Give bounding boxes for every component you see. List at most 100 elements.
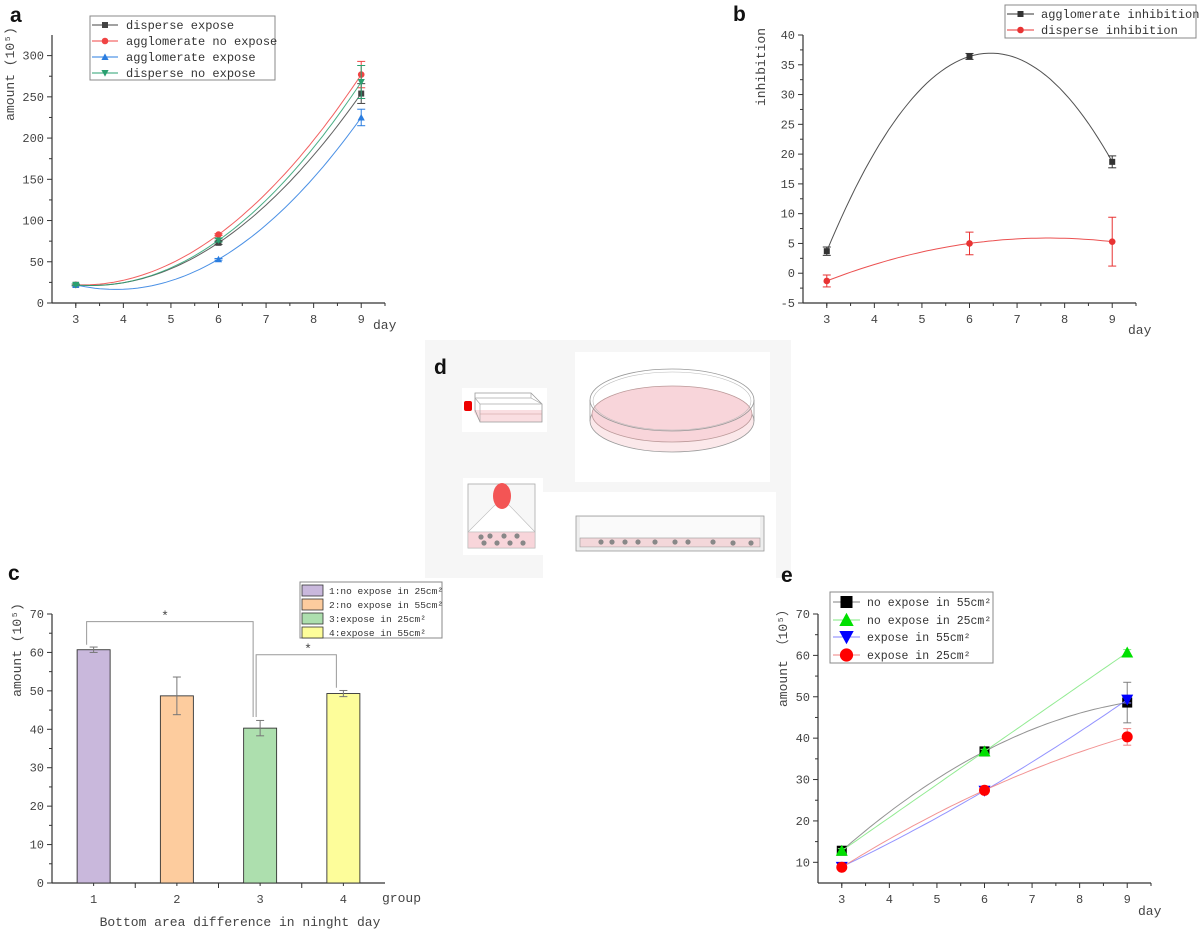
x-tick-label: 4 [340, 893, 347, 907]
legend-marker [1017, 11, 1024, 17]
cell-clusters-icon [598, 539, 754, 546]
data-point [1121, 731, 1133, 743]
x-tick-label: 6 [981, 893, 988, 907]
y-tick-label: 150 [22, 173, 44, 187]
legend-box [299, 581, 443, 639]
series-line [75, 81, 362, 286]
data-point [823, 248, 830, 255]
y-tick-label: 50 [30, 685, 44, 699]
legend: agglomerate inhibition disperse inhibitio… [1004, 4, 1199, 39]
legend-label: 1:no expose in 25cm² [329, 586, 443, 597]
x-tick-label: 6 [215, 313, 222, 327]
x-tick-label: 3 [838, 893, 845, 907]
legend-label: 2:no expose in 55cm² [329, 600, 443, 611]
x-tick-label: 7 [262, 313, 269, 327]
dish-cross-section-icon [575, 515, 765, 552]
legend-marker [101, 70, 109, 77]
y-tick-label: 60 [30, 646, 44, 660]
legend-label: no expose in 25cm² [867, 615, 991, 628]
y-tick-label: 50 [796, 691, 810, 705]
legend-marker [101, 37, 109, 45]
y-tick-label: 0 [788, 267, 795, 281]
legend-swatch [301, 584, 324, 597]
y-tick-label: 0 [37, 297, 44, 311]
chart-caption: Bottom area difference in ninght day [100, 915, 381, 930]
legend-marker [840, 596, 853, 608]
panel-label-d: d [434, 356, 447, 379]
data-point [978, 745, 991, 757]
x-tick-label: 8 [1061, 313, 1068, 327]
flask-cross-section-icon [467, 483, 536, 549]
panel-label-a: a [10, 4, 22, 27]
significance-bracket [86, 621, 254, 717]
legend-label: disperse expose [126, 19, 234, 33]
x-tick-label: 5 [167, 313, 174, 327]
series-line [841, 702, 1128, 852]
x-tick-label: 5 [918, 313, 925, 327]
y-tick-label: 70 [30, 608, 44, 622]
y-tick-label: 50 [30, 256, 44, 270]
legend-swatch [301, 612, 324, 625]
legend-label: disperse inhibition [1041, 24, 1178, 38]
legend: 1:no expose in 25cm² 2:no expose in 55cm²… [299, 581, 443, 639]
y-tick-label: -5 [781, 297, 795, 311]
y-tick-label: 200 [22, 132, 44, 146]
data-point [214, 237, 223, 244]
data-point [1109, 158, 1116, 165]
legend: disperse expose agglomerate no expose aggl… [89, 15, 277, 81]
legend-label: agglomerate no expose [126, 35, 277, 49]
y-tick-label: 10 [781, 208, 795, 222]
x-axis-label: day [373, 318, 397, 333]
x-tick-label: 4 [871, 313, 878, 327]
significance-star: * [304, 642, 312, 657]
bar [243, 727, 278, 884]
x-tick-label: 4 [886, 893, 893, 907]
y-tick-label: 0 [37, 877, 44, 891]
y-tick-label: 60 [796, 649, 810, 663]
series-1 [822, 216, 1117, 288]
y-tick-label: 30 [781, 89, 795, 103]
series-3 [836, 728, 1133, 873]
legend-box [829, 591, 994, 664]
data-point [1108, 238, 1116, 245]
legend-box [1004, 4, 1197, 39]
y-tick-label: 20 [30, 800, 44, 814]
y-axis-label: amount （10⁵） [776, 603, 791, 707]
x-tick-label: 5 [933, 893, 940, 907]
significance-bracket [255, 654, 337, 717]
legend-box [89, 15, 276, 81]
x-tick-label: 8 [1076, 893, 1083, 907]
series-1 [71, 60, 366, 289]
bar [76, 649, 111, 884]
legend-label: 4:expose in 55cm² [329, 628, 426, 639]
series-3 [71, 65, 366, 289]
legend-label: 3:expose in 25cm² [329, 614, 426, 625]
series-2 [71, 108, 366, 290]
legend-swatch [301, 598, 324, 611]
series-0 [836, 681, 1133, 856]
legend-marker [839, 631, 854, 645]
y-tick-label: 25 [781, 118, 795, 132]
panel-label-b: b [733, 3, 746, 26]
petri-dish-icon [589, 368, 755, 453]
data-point [979, 784, 990, 796]
x-tick-label: 7 [1028, 893, 1035, 907]
legend-marker [101, 53, 109, 60]
data-point [357, 79, 365, 86]
data-point [966, 53, 973, 60]
data-point [215, 231, 222, 238]
y-tick-label: 100 [22, 215, 44, 229]
y-tick-label: 40 [781, 29, 795, 43]
x-tick-label: 8 [310, 313, 317, 327]
y-tick-label: 40 [30, 723, 44, 737]
legend-label: agglomerate inhibition [1041, 8, 1199, 22]
legend-label: disperse no expose [126, 67, 256, 81]
panel-d-diagram [425, 340, 791, 578]
series-line [75, 117, 362, 290]
x-tick-label: 3 [823, 313, 830, 327]
series-1 [835, 646, 1134, 856]
data-point [214, 255, 223, 263]
y-tick-label: 20 [781, 148, 795, 162]
